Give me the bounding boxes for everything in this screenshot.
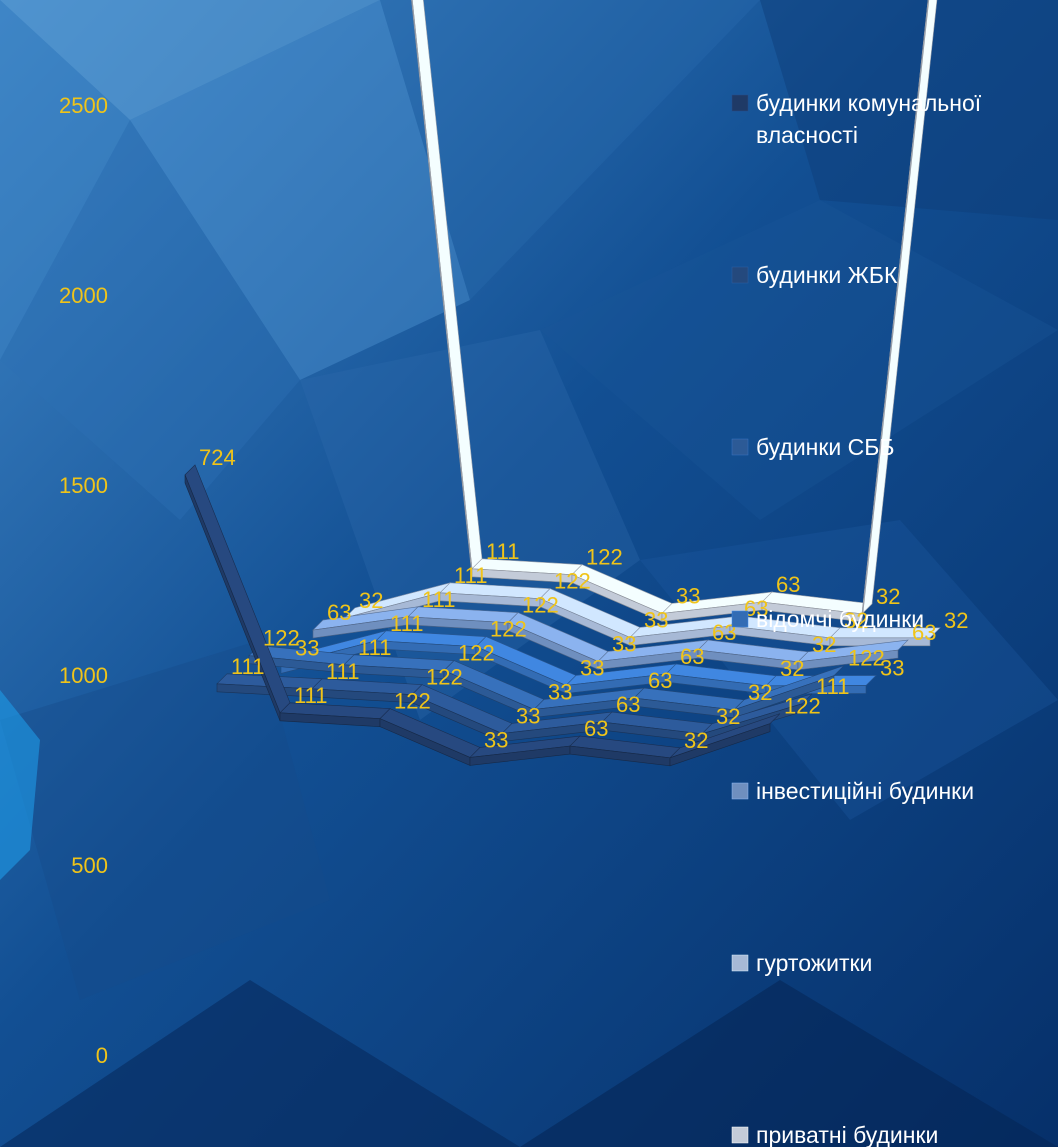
data-label: 111 — [231, 654, 264, 679]
legend-swatch — [731, 610, 749, 628]
y-axis: 0 500 1000 1500 2000 2500 — [59, 93, 108, 1068]
ribbon-front-face — [861, 0, 930, 622]
data-label: 111 — [390, 611, 423, 636]
data-label: 33 — [516, 703, 540, 728]
data-label: 32 — [359, 588, 383, 613]
legend-item: інвестиційні будинки — [731, 778, 974, 804]
legend-item: будинки ЖБК — [731, 262, 898, 288]
series-ribbon — [312, 606, 909, 671]
data-label: 33 — [295, 635, 319, 660]
series-ribbon — [184, 464, 781, 767]
legend-swatch — [731, 438, 749, 456]
data-label: 63 — [327, 600, 351, 625]
data-label: 33 — [676, 583, 700, 608]
legend-label: будинки комунальної власності — [756, 90, 982, 148]
legend-label: інвестиційні будинки — [756, 778, 974, 804]
data-label: 32 — [876, 584, 900, 609]
data-label: 111 — [486, 539, 519, 564]
y-tick-label: 0 — [96, 1043, 108, 1068]
legend-swatch — [731, 954, 749, 972]
data-label: 33 — [644, 607, 668, 632]
data-label: 122 — [848, 646, 885, 671]
y-tick-label: 500 — [71, 853, 108, 878]
data-label: 32 — [944, 608, 968, 633]
legend-label: будинки ЖБК — [756, 262, 898, 288]
legend-item: гуртожитки — [731, 950, 872, 976]
legend-swatch — [731, 782, 749, 800]
data-labels: 2479111122336332247932111122336332326311… — [199, 445, 968, 753]
data-label: 111 — [358, 635, 391, 660]
ribbon-top-face — [861, 0, 938, 615]
data-label: 111 — [326, 659, 359, 684]
data-label: 33 — [548, 679, 572, 704]
data-label: 63 — [584, 716, 608, 741]
legend-label: гуртожитки — [756, 950, 872, 976]
y-tick-label: 2500 — [59, 93, 108, 118]
data-label: 122 — [458, 641, 495, 666]
legend-swatch — [731, 266, 749, 284]
data-label: 63 — [680, 644, 704, 669]
data-label: 122 — [554, 569, 591, 594]
data-label: 111 — [454, 563, 487, 588]
ribbon-front-face — [829, 637, 931, 647]
data-label: 63 — [648, 668, 672, 693]
legend-item: будинки СББ — [731, 434, 894, 460]
data-label: 63 — [616, 692, 640, 717]
data-label: 122 — [586, 545, 623, 570]
y-tick-label: 2000 — [59, 283, 108, 308]
legend-label: приватні будинки — [756, 1122, 938, 1147]
ribbon-front-face — [669, 723, 771, 767]
y-tick-label: 1500 — [59, 473, 108, 498]
data-label: 32 — [812, 632, 836, 657]
data-label: 122 — [426, 665, 463, 690]
data-label: 33 — [580, 655, 604, 680]
ribbon-front-face — [733, 675, 835, 719]
data-label: 122 — [522, 593, 559, 618]
data-label: 63 — [776, 572, 800, 597]
legend: будинки комунальної власності будинки ЖБК б… — [731, 90, 982, 1147]
legend-swatch — [731, 94, 749, 112]
data-label: 32 — [684, 728, 708, 753]
data-label: 122 — [394, 689, 431, 714]
data-label: 122 — [490, 617, 527, 642]
legend-label: будинки СББ — [756, 434, 894, 460]
legend-item: будинки комунальної власності — [731, 90, 982, 148]
data-label: 32 — [716, 704, 740, 729]
data-label: 122 — [263, 626, 300, 651]
series-ribbon — [248, 645, 845, 719]
legend-swatch — [731, 1126, 749, 1144]
series-ribbon — [411, 0, 938, 623]
ribbon-front-face — [797, 649, 899, 671]
data-label: 111 — [422, 587, 455, 612]
legend-item: приватні будинки — [731, 1122, 938, 1147]
data-label: 111 — [294, 683, 327, 708]
data-label: 33 — [612, 631, 636, 656]
legend-item: відомчі будинки — [731, 606, 924, 632]
data-label: 111 — [816, 674, 849, 699]
series-ribbon — [216, 673, 813, 743]
data-label: 122 — [784, 694, 821, 719]
data-label: 63 — [912, 620, 936, 645]
data-label: 32 — [780, 656, 804, 681]
data-label: 32 — [844, 608, 868, 633]
plot-area — [184, 0, 941, 767]
data-label: 33 — [880, 655, 904, 680]
legend-label: відомчі будинки — [756, 606, 924, 632]
data-label: 33 — [484, 727, 508, 752]
data-label: 32 — [748, 680, 772, 705]
data-label: 724 — [199, 445, 236, 470]
y-tick-label: 1000 — [59, 663, 108, 688]
